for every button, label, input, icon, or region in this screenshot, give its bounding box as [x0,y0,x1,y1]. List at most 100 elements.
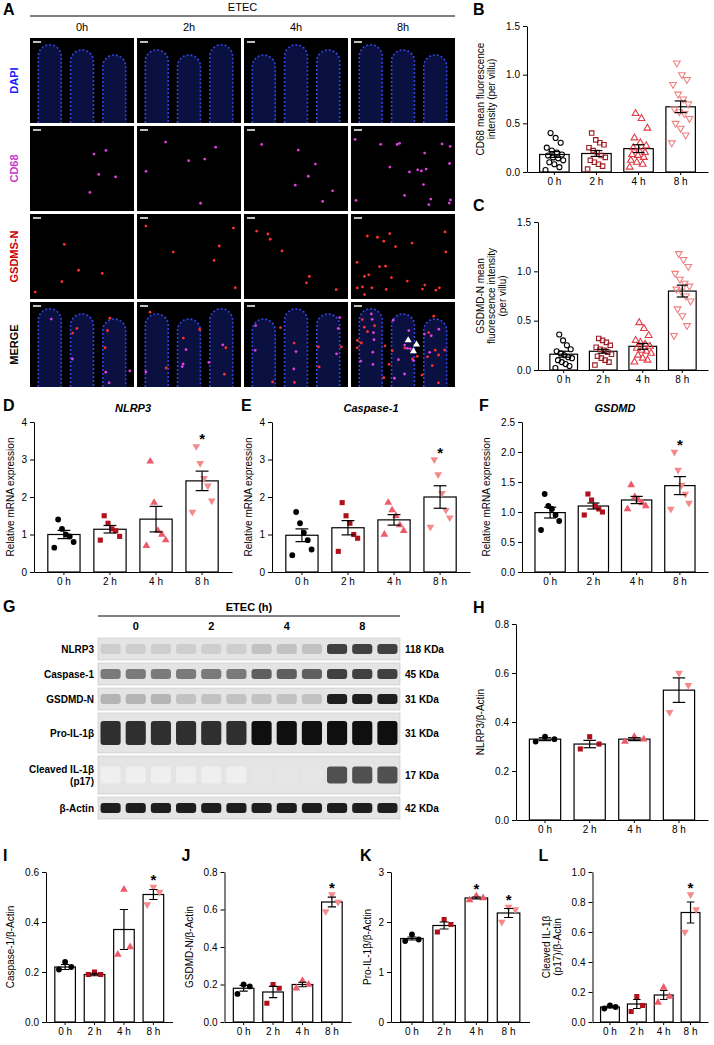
y-tick: 0.6 [495,668,516,679]
fluorescent-dot [392,319,395,322]
data-point [396,521,404,528]
error-cap [298,982,306,983]
data-point [597,742,602,747]
data-point [670,82,677,88]
micrograph [351,302,455,387]
tick-mark [301,572,302,575]
y-tick: 1 [378,967,391,978]
error-stem [302,982,303,987]
villus [210,45,233,123]
error-cap [440,928,449,929]
fluorescent-dot [382,240,385,243]
y-tick: 0.4 [572,957,593,968]
tick-mark [638,172,639,175]
fluorescent-dot [234,286,237,289]
micrograph [351,126,455,211]
micrograph-background [30,126,134,211]
fluorescent-dot [366,330,369,333]
error-stem [663,991,664,1000]
fluorescent-dot [426,355,429,358]
villus [103,319,126,387]
fluorescent-dot [223,373,226,376]
tick-label: 4 h [630,576,644,587]
data-point [343,513,348,518]
x-tick: 2 h [586,572,600,587]
error-bar [633,145,645,153]
tick-label: 4 h [627,824,641,835]
tick-mark [63,572,64,575]
blot-band [226,669,246,679]
y-tick: 0 [259,567,272,578]
tick-mark [534,222,538,223]
data-point [200,476,208,483]
axis-line [34,423,35,573]
tick-label: 8 h [674,176,688,187]
data-point [593,503,598,508]
fluorescent-dot [76,327,79,330]
tick-label: 3 [21,454,27,465]
significance-mark: * [199,430,205,447]
tick-label: 0.4 [204,942,218,953]
x-axis: 0 h2 h4 h8 h [225,1022,352,1037]
fluorescent-dot [378,265,381,268]
tick-mark [589,902,593,903]
data-point [558,140,563,145]
blot-band [126,721,146,745]
fluorescent-dot [279,326,282,329]
data-point [556,518,562,524]
data-point [665,992,673,999]
tick-label: 0.6 [204,904,218,915]
data-point [633,158,640,164]
data-point [667,507,675,514]
fluorescent-dot [318,366,321,369]
error-cap [687,922,695,923]
tick-mark [508,1022,509,1025]
tick-mark [268,460,272,461]
error-cap [675,100,687,101]
bar [535,513,565,572]
tick-mark [153,1022,154,1025]
error-stem [153,890,154,900]
data-point [585,491,590,496]
data-point [589,497,594,502]
tick-mark [42,872,46,873]
data-point [685,264,692,270]
y-tick: 0.0 [495,815,516,826]
tick-mark [512,771,516,772]
fluorescent-dot [356,339,359,342]
blot-band [352,669,372,679]
fluorescent-dot [448,202,451,205]
micrograph-background [137,126,241,211]
title-rule [30,16,455,17]
villus [359,45,382,123]
fluorescent-dot [187,159,190,162]
data-point [660,983,668,990]
fluorescent-dot [144,371,147,374]
tick-label: 2 h [590,176,604,187]
error-cap [269,997,277,998]
y-axis: 0.00.51.01.5 [517,217,538,376]
bar [378,520,410,572]
error-cap [298,986,306,987]
blot-band [201,766,221,783]
data-point [98,972,103,977]
error-bar [90,973,98,976]
fluorescent-dot [421,288,424,291]
error-stem [65,965,66,970]
error-bar [631,496,643,503]
y-tick: 0.2 [25,967,46,978]
bar [654,995,673,1022]
data-point [189,510,197,517]
tick-label: 8 h [502,1026,516,1037]
blot-band [151,721,171,745]
fluorescent-dot [394,245,397,248]
tick-label: 0.6 [495,668,509,679]
panel-letter: F [479,397,489,414]
blot-band [352,803,372,813]
bar [424,497,456,572]
fluorescent-dot [372,363,375,366]
error-cap [149,889,157,890]
row-label: CD68 [8,154,20,182]
tick-mark [534,370,538,371]
tick-mark [387,972,391,973]
